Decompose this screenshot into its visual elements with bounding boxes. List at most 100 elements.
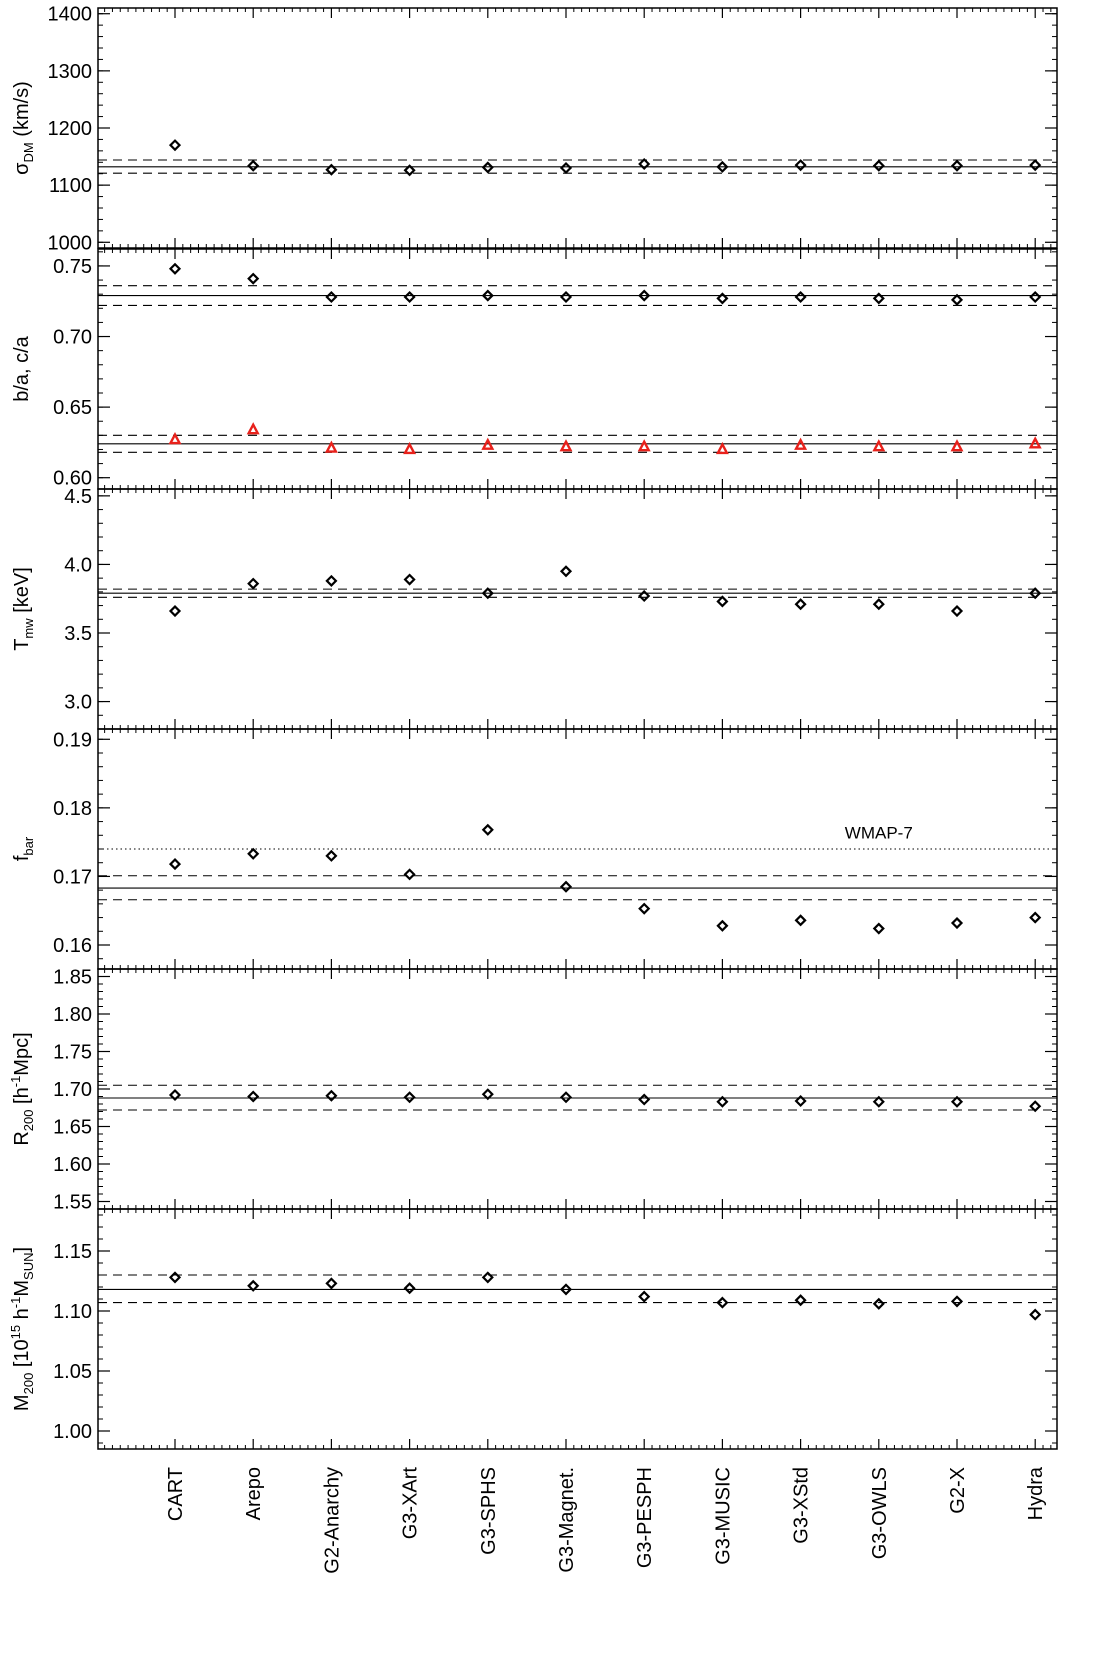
data-point-diamond (1029, 1100, 1042, 1113)
data-point-diamond (247, 577, 260, 590)
category-label: G3-MUSIC (712, 1467, 734, 1565)
y-tick-label: 1000 (48, 232, 93, 254)
y-tick-label: 0.60 (53, 468, 92, 490)
data-point-diamond (872, 159, 885, 172)
data-point-diamond (794, 159, 807, 172)
panel-frame (97, 248, 1058, 490)
y-tick-label: 1.15 (53, 1241, 92, 1263)
panel-frame (97, 968, 1058, 1210)
data-point-diamond (168, 139, 182, 152)
y-tick-label: 0.75 (53, 256, 92, 278)
data-point-diamond (481, 1271, 494, 1284)
data-point-diamond (716, 160, 729, 173)
data-point-diamond (716, 919, 729, 932)
data-point-diamond (794, 598, 807, 611)
data-point-diamond (559, 880, 573, 893)
data-point-triangle (637, 439, 651, 452)
data-point-diamond (403, 868, 416, 881)
data-point-diamond (403, 290, 416, 304)
panel-6: 1.00 1.05 1.10 1.15 M200 [1015 h-1MSUN] (8, 1208, 1058, 1450)
y-tick-label: 1.75 (53, 1042, 92, 1064)
data-point-diamond (1029, 911, 1042, 924)
data-point-diamond (481, 1088, 494, 1101)
data-point-diamond (794, 914, 807, 927)
data-point-diamond (872, 598, 885, 611)
data-point-diamond (638, 589, 651, 603)
data-point-diamond (481, 587, 494, 600)
data-point-diamond (403, 1091, 416, 1104)
y-axis-label: σDM (km/s) (11, 81, 36, 175)
y-tick-label: 0.19 (53, 729, 92, 751)
data-point-diamond (638, 1290, 651, 1303)
panel-5: 1.55 1.60 1.65 1.70 1.75 1.80 1.85 R200 [h-1Mpc… (8, 967, 1058, 1214)
y-axis-label: R200 [h-1Mpc] (8, 1032, 36, 1145)
wmap7-annotation: WMAP-7 (845, 824, 913, 843)
y-tick-label: 1.70 (53, 1079, 92, 1101)
data-point-diamond (559, 290, 573, 304)
data-point-diamond (950, 917, 964, 930)
data-point-triangle (1028, 436, 1042, 449)
category-label: Hydra (1025, 1466, 1047, 1520)
panel-frame (97, 7, 1058, 249)
data-point-diamond (794, 290, 807, 304)
category-label: G3-SPHS (478, 1467, 500, 1555)
data-point-triangle (324, 440, 338, 453)
data-point-diamond (1029, 159, 1042, 172)
category-label: G3-XArt (400, 1467, 422, 1540)
data-point-diamond (168, 1271, 182, 1284)
data-point-triangle (481, 437, 495, 450)
y-axis-label: b/a, c/a (11, 335, 33, 401)
data-point-diamond (325, 290, 338, 304)
data-point-diamond (950, 159, 964, 172)
data-point-triangle (168, 432, 182, 445)
data-point-diamond (247, 159, 260, 172)
category-label: Arepo (243, 1467, 265, 1520)
y-tick-label: 1300 (48, 61, 93, 83)
data-point-diamond (872, 922, 885, 935)
y-tick-label: 1.85 (53, 967, 92, 989)
data-point-diamond (794, 1094, 807, 1108)
data-point-diamond (168, 1088, 182, 1102)
category-label: G3-XStd (791, 1467, 813, 1544)
data-point-triangle (872, 439, 886, 452)
panel-frame (97, 488, 1058, 730)
category-axis-labels: CART Arepo G2-Anarchy G3-XArt G3-SPHS G3-Magn… (165, 1466, 1047, 1574)
data-point-triangle (794, 437, 808, 450)
data-point-diamond (403, 1282, 416, 1295)
data-point-diamond (638, 902, 651, 915)
data-point-diamond (247, 272, 260, 285)
data-point-diamond (325, 1089, 338, 1102)
y-tick-label: 0.18 (53, 798, 92, 820)
data-point-diamond (638, 1093, 651, 1106)
data-point-diamond (1029, 1308, 1042, 1321)
data-point-triangle (246, 422, 260, 435)
data-point-triangle (559, 439, 573, 452)
data-point-diamond (481, 289, 494, 302)
category-label: CART (165, 1467, 187, 1521)
y-tick-label: 3.5 (64, 623, 92, 645)
data-point-diamond (325, 849, 338, 862)
data-point-diamond (247, 1279, 260, 1292)
y-tick-label: 0.65 (53, 397, 92, 419)
data-point-diamond (716, 1296, 729, 1309)
data-point-diamond (247, 1090, 260, 1103)
data-point-diamond (325, 1277, 338, 1290)
y-axis-label: fbar (11, 836, 36, 861)
data-point-diamond (559, 1283, 573, 1296)
y-tick-label: 1.55 (53, 1192, 92, 1214)
data-point-diamond (872, 292, 885, 305)
y-axis-label: Tmw [keV] (11, 567, 36, 651)
data-point-diamond (950, 1295, 964, 1308)
data-point-diamond (481, 161, 494, 174)
data-point-diamond (716, 292, 729, 305)
panel-2: 0.60 0.65 0.70 0.75 b/a, c/a (11, 248, 1058, 490)
panel-4: 0.16 0.17 0.18 0.19 WMAP-7 fbar (11, 728, 1058, 970)
data-point-diamond (168, 262, 182, 275)
data-point-diamond (950, 605, 964, 618)
data-point-diamond (403, 573, 416, 586)
data-point-diamond (559, 1091, 573, 1104)
panel-3: 3.0 3.5 4.0 4.5 Tmw [keV] (11, 486, 1058, 730)
y-tick-label: 1.60 (53, 1154, 92, 1176)
data-point-diamond (638, 289, 651, 302)
